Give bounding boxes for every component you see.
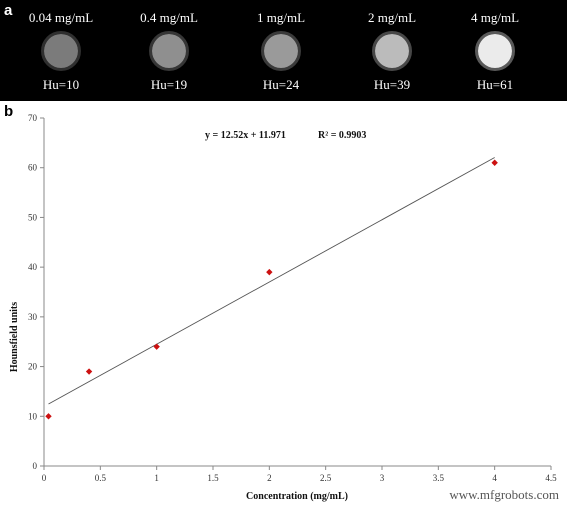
phantom-hu-label: Hu=10 (43, 77, 79, 92)
data-point (153, 343, 160, 350)
y-tick-label: 40 (28, 262, 38, 272)
x-tick-label: 3.5 (433, 473, 445, 483)
phantom-hu-label: Hu=61 (477, 77, 513, 92)
phantom-disk-edge (475, 31, 515, 71)
x-ticks: 0 0.5 1 1.5 2 2.5 3 3.5 4 4.5 (42, 466, 557, 483)
phantom-disk-edge (372, 31, 412, 71)
phantom-hu-label: Hu=24 (263, 77, 300, 92)
x-tick-label: 1.5 (207, 473, 219, 483)
panel-b-letter: b (4, 103, 14, 120)
x-tick-label: 2.5 (320, 473, 332, 483)
x-tick-label: 0.5 (95, 473, 107, 483)
scatter-chart: 0 0.5 1 1.5 2 2.5 3 3.5 4 4.5 0 10 20 30 40 50 60 70 y =… (9, 113, 557, 502)
y-tick-label: 30 (28, 312, 38, 322)
phantom-strip: 0.04 mg/mL Hu=10 0.4 mg/mL Hu=19 1 mg/mL Hu=2… (0, 0, 567, 101)
y-tick-label: 60 (28, 163, 38, 173)
phantom-panel: 0.04 mg/mL Hu=10 0.4 mg/mL Hu=19 1 mg/mL Hu=2… (0, 0, 567, 101)
panel-a-letter: a (4, 2, 13, 19)
phantom-disk (478, 34, 512, 68)
trendline-equation: y = 12.52x + 11.971 (205, 130, 286, 141)
data-point (266, 268, 273, 276)
y-tick-label: 10 (28, 411, 38, 421)
x-tick-label: 4 (492, 473, 497, 483)
phantom-disk-edge (261, 31, 301, 71)
phantoms-group: 0.04 mg/mL Hu=10 0.4 mg/mL Hu=19 1 mg/mL Hu=2… (29, 10, 519, 92)
phantom-disk (152, 34, 186, 68)
phantom-concentration-label: 1 mg/mL (257, 10, 305, 25)
data-point (85, 368, 93, 375)
axes-group (43, 118, 551, 467)
phantom-concentration-label: 2 mg/mL (368, 10, 416, 25)
data-points (45, 159, 498, 420)
y-tick-label: 70 (28, 113, 38, 123)
phantom-concentration-label: 0.04 mg/mL (29, 10, 93, 25)
x-tick-label: 3 (380, 473, 385, 483)
phantom-disk (264, 34, 298, 68)
x-axis-title: Concentration (mg/mL) (246, 491, 348, 502)
data-point (45, 413, 52, 420)
y-axis-title: Hounsfield units (9, 302, 20, 372)
phantom-disk-edge (149, 31, 189, 71)
chart-panel: b 0 0.5 1 1.5 2 2.5 3 3.5 4 4.5 0 10 20 30 40 50 60 70 y… (0, 101, 567, 505)
watermark: www.mfgrobots.com (449, 487, 559, 502)
phantom-hu-label: Hu=39 (374, 77, 410, 92)
trendline (48, 157, 495, 405)
phantom-disk (375, 34, 409, 68)
x-tick-label: 2 (267, 473, 272, 483)
phantom-disk (44, 34, 78, 68)
y-ticks: 0 10 20 30 40 50 60 70 (28, 113, 44, 471)
trendline-group (48, 157, 495, 405)
y-tick-label: 0 (33, 461, 38, 471)
phantom-disk-edge (41, 31, 81, 71)
phantom-concentration-label: 4 mg/mL (471, 10, 519, 25)
x-tick-label: 0 (42, 473, 47, 483)
phantom-hu-label: Hu=19 (151, 77, 187, 92)
y-tick-label: 20 (28, 362, 38, 372)
x-tick-label: 1 (154, 473, 159, 483)
r-squared-label: R² = 0.9903 (318, 130, 366, 141)
data-point (491, 159, 498, 166)
y-tick-label: 50 (28, 212, 38, 222)
phantom-concentration-label: 0.4 mg/mL (140, 10, 198, 25)
x-tick-label: 4.5 (545, 473, 557, 483)
